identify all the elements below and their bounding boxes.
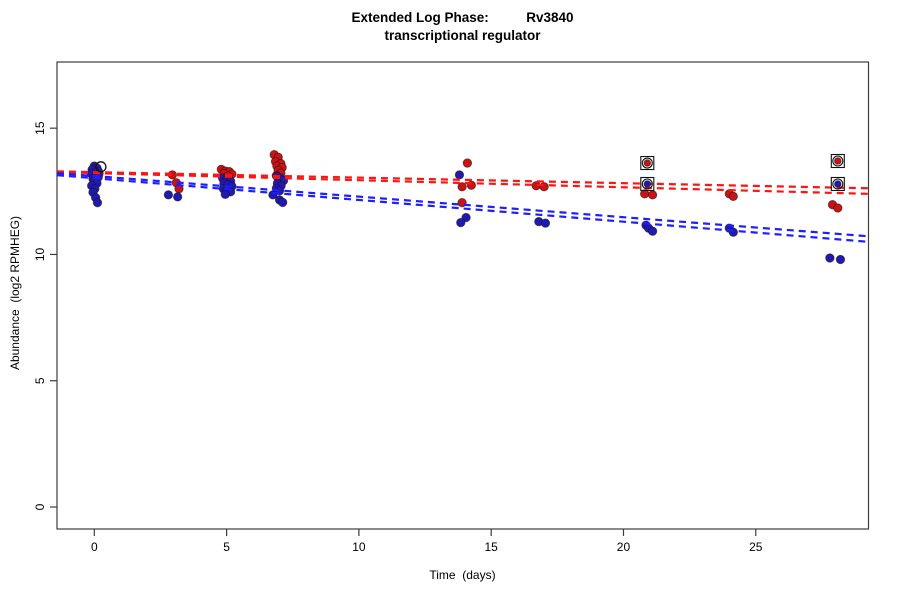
- y-tick-label: 0: [33, 503, 47, 510]
- blue-group-point: [278, 197, 288, 208]
- blue-group-point: [456, 217, 466, 228]
- blue-group-point: [163, 190, 174, 200]
- y-tick-label: 15: [33, 121, 47, 135]
- x-tick-label: 5: [223, 540, 230, 554]
- red-flagged-point: [643, 159, 652, 167]
- chart-title-line1: Extended Log Phase: Rv3840: [351, 10, 574, 25]
- red-fit-b: [56, 171, 869, 195]
- blue-flagged-circle: [641, 178, 653, 190]
- blue-group-point: [835, 254, 846, 265]
- red-flagged-circle: [832, 155, 844, 167]
- x-tick-label: 25: [749, 540, 763, 554]
- red-flagged-circle: [641, 157, 653, 169]
- blue-group-point: [825, 253, 835, 263]
- blue-group-point: [173, 192, 183, 202]
- outlier-open-circle-point: [95, 161, 107, 173]
- blue-group-point: [647, 226, 658, 236]
- blue-fit-a: [56, 172, 869, 238]
- red-group-point: [457, 182, 467, 192]
- chart-title: Extended Log Phase: Rv3840 transcription…: [57, 9, 868, 45]
- red-flagged-square: [830, 153, 845, 169]
- red-group-point: [539, 182, 549, 192]
- blue-group-point: [540, 218, 551, 228]
- blue-flagged-circle: [832, 178, 844, 190]
- blue-group-point: [454, 170, 465, 180]
- blue-group-point: [728, 227, 738, 237]
- y-tick-label: 5: [33, 377, 47, 384]
- blue-flagged-point: [643, 180, 652, 188]
- x-tick-label: 20: [617, 540, 631, 554]
- x-tick-label: 10: [352, 540, 366, 554]
- blue-group-point: [220, 189, 230, 199]
- y-axis-label: Abundance (log2 RPMHEG): [8, 215, 22, 371]
- blue-flagged-square: [830, 176, 845, 192]
- red-group-point: [647, 190, 658, 200]
- red-group-point: [833, 203, 843, 213]
- blue-flagged-point: [834, 180, 842, 188]
- red-group-point: [728, 191, 738, 202]
- chart-title-line2: transcriptional regulator: [384, 28, 541, 43]
- blue-flagged-square: [640, 176, 655, 192]
- y-tick-label: 10: [33, 247, 47, 261]
- red-flagged-point: [834, 157, 842, 165]
- x-tick-label: 15: [485, 540, 499, 554]
- x-axis-label: Time (days): [429, 568, 496, 582]
- red-group-point: [462, 158, 473, 168]
- blue-fit-b: [56, 174, 869, 243]
- x-tick-label: 0: [91, 540, 98, 554]
- red-flagged-square: [640, 155, 655, 171]
- plot-box: [56, 61, 870, 530]
- blue-group-point: [92, 198, 103, 208]
- red-fit-a: [56, 170, 869, 190]
